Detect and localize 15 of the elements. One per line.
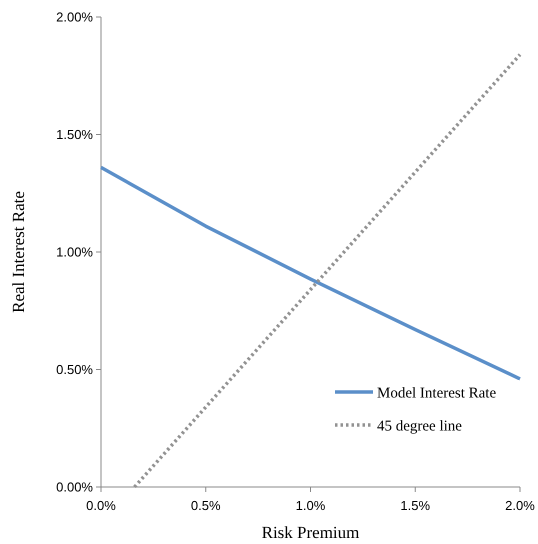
y-tick-label: 2.00%	[56, 10, 94, 25]
line-series	[99, 166, 522, 381]
x-tick-label: 2.0%	[505, 498, 536, 513]
y-tick-label: 1.00%	[56, 244, 94, 260]
x-tick-label: 0.0%	[86, 498, 116, 513]
x-tick-label: 1.0%	[296, 498, 326, 513]
x-axis-title: Risk Premium	[262, 523, 360, 542]
x-tick-label: 0.5%	[190, 498, 221, 513]
legend-label: 45 degree line	[377, 418, 462, 434]
legend-label: Model Interest Rate	[377, 385, 496, 402]
y-axis-title: Real Interest Rate	[9, 191, 28, 313]
y-tick-label: 0.00%	[56, 480, 94, 495]
x-tick-label: 1.5%	[400, 498, 430, 513]
y-tick-label: 0.50%	[56, 362, 94, 378]
y-tick-label: 1.50%	[56, 127, 94, 142]
